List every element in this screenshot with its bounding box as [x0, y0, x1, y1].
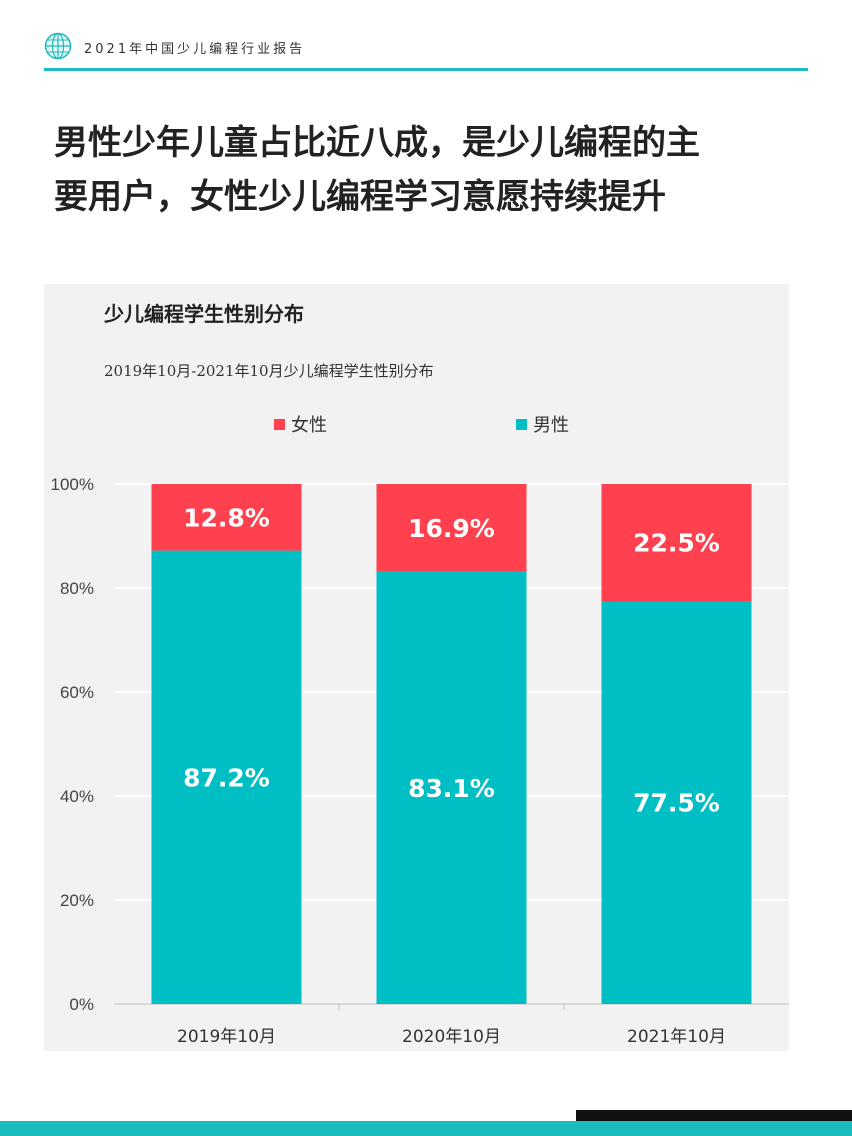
y-tick-label: 0%: [69, 995, 94, 1014]
header-divider: [44, 68, 808, 71]
bar-segment-male: [601, 601, 752, 1004]
bar-segment-male: [376, 571, 527, 1004]
y-tick-label: 80%: [60, 579, 94, 598]
x-tick-label: 2020年10月: [402, 1027, 501, 1047]
data-label: 83.1%: [408, 774, 495, 803]
report-title: 2021年中国少儿编程行业报告: [84, 42, 306, 57]
legend-label-male: 男性: [533, 415, 569, 436]
legend-swatch-female: [274, 418, 285, 430]
y-tick-label: 20%: [60, 891, 94, 910]
globe-icon: [44, 32, 72, 60]
chart-panel: 少儿编程学生性别分布 2019年10月-2021年10月少儿编程学生性别分布 女…: [44, 284, 789, 1051]
x-tick-label: 2021年10月: [627, 1027, 726, 1047]
report-header: 2021年中国少儿编程行业报告: [44, 30, 808, 70]
data-label: 22.5%: [633, 529, 720, 558]
bar-segment-female: [376, 484, 527, 572]
footer-accent-bar: [576, 1110, 852, 1121]
headline-line-2: 要用户，女性少儿编程学习意愿持续提升: [54, 177, 666, 217]
y-tick-label: 100%: [51, 475, 94, 494]
y-tick-label: 40%: [60, 787, 94, 806]
y-tick-label: 60%: [60, 683, 94, 702]
chart-subtitle: 2019年10月-2021年10月少儿编程学生性别分布: [104, 362, 434, 380]
x-tick-label: 2019年10月: [177, 1027, 276, 1047]
data-label: 12.8%: [183, 503, 270, 532]
legend-item-female: 女性: [274, 411, 327, 437]
headline-line-1: 男性少年儿童占比近八成，是少儿编程的主: [54, 123, 700, 163]
stacked-bar-chart: 0% 20% 40% 60% 80% 100% 87.2% 12.8% 2019年10月 83.1…: [51, 475, 789, 1047]
page-headline: 男性少年儿童占比近八成，是少儿编程的主 要用户，女性少儿编程学习意愿持续提升: [54, 116, 794, 224]
bar-segment-female: [601, 484, 752, 601]
data-label: 77.5%: [633, 789, 720, 818]
chart-title: 少儿编程学生性别分布: [104, 302, 304, 326]
data-label: 16.9%: [408, 514, 495, 543]
bar-segment-female: [151, 484, 302, 551]
legend-label-female: 女性: [291, 415, 327, 436]
data-label: 87.2%: [183, 763, 270, 792]
bar-segment-male: [151, 550, 302, 1004]
legend-item-male: 男性: [516, 411, 569, 437]
footer-bar: [0, 1121, 852, 1136]
legend-swatch-male: [516, 418, 527, 430]
